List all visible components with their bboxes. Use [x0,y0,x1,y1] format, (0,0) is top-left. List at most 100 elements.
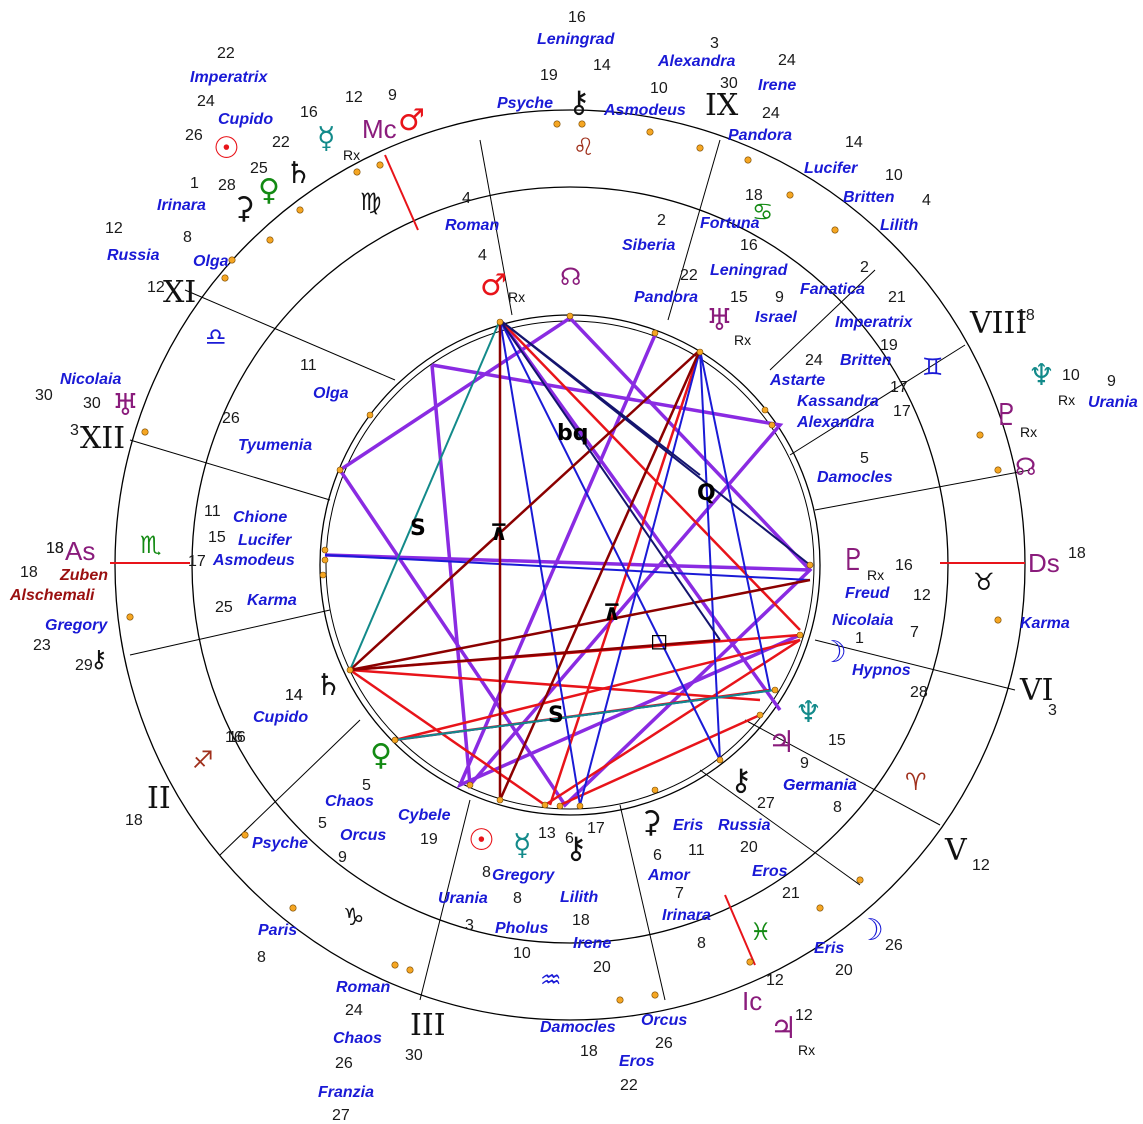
house-ii-deg: 18 [125,812,143,829]
ideg-14: 17 [893,403,911,420]
outer-label-lilith: Lilith [880,217,918,234]
venus-icon: ♀ [258,173,280,208]
cancer-glyph: ♋ [752,198,774,226]
ideg-22: 16 [895,557,913,574]
outer-label-britten: Britten [843,189,895,206]
ideg-42: 7 [675,885,684,902]
inner-label-israel: Israel [755,309,797,326]
deg-25: 30 [83,395,101,412]
inner-label-irinara: Irinara [662,907,711,924]
mercury-icon: ☿ [317,121,335,156]
deg-34: 8 [257,949,266,966]
zodiac-ring [191,186,949,944]
chiron-icon: ⚷ [568,85,590,120]
sagittarius-glyph: ♐ [192,746,214,774]
ideg-24: 7 [910,624,919,641]
ideg-40: 8 [513,890,522,907]
deg-9: 22 [217,45,235,62]
ceres-inner-icon: ⚳ [640,805,662,840]
ideg-2: 4 [478,247,487,264]
pluto-outer-icon: ♇ [993,398,1020,433]
inner-label-chaos: Chaos [325,793,374,810]
deg-38: 24 [345,1002,363,1019]
inner-label-hypnos: Hypnos [852,662,911,679]
ideg-11: 19 [880,337,898,354]
leo-glyph: ♌ [573,133,595,161]
ideg-12: 24 [805,352,823,369]
aspect-bq: bq [557,421,589,446]
ideg-31: 9 [338,849,347,866]
venus-inner-icon: ♀ [370,738,392,773]
dsc-label: Ds [1028,548,1060,578]
deg-33: 16 [228,729,246,746]
inner-label-russia: Russia [718,817,771,834]
deg-35: 26 [885,937,903,954]
uranus-icon: ♅ [706,303,733,338]
libra-glyph: ♎ [205,323,227,351]
outer-label-chaos: Chaos [333,1030,382,1047]
ideg-5: 16 [740,237,758,254]
ideg-16: 11 [300,357,317,374]
outer-label-asmodeus: Asmodeus [603,102,686,119]
inner-label-amor: Amor [647,867,691,884]
aspect-s1: S [410,516,426,541]
inner-label-astarte: Astarte [769,372,825,389]
deg-2: 3 [710,35,719,52]
house-viii-deg: 18 [1017,307,1035,324]
uranus-outer-icon: ♅ [112,388,139,423]
deg-31: 29 [75,657,93,674]
deg-22: 12 [105,220,123,237]
deg-17: 4 [922,192,931,209]
deg-13: 12 [345,89,363,106]
ideg-36: 6 [653,847,662,864]
deg-40: 27 [332,1107,350,1124]
inner-label-roman: Roman [445,217,499,234]
deg-39: 26 [335,1055,353,1072]
aspect-q: Q [697,481,716,506]
aquarius-glyph: ♒ [540,966,562,994]
rx-uranus: Rx [734,332,751,348]
ideg-8: 9 [775,289,784,306]
deg-43: 22 [620,1077,638,1094]
ideg-6: 22 [680,267,698,284]
deg-23: 8 [183,229,192,246]
inner-degree-numbers: 4 4 2 18 16 22 15 9 2 21 19 24 17 17 5 1… [188,187,931,976]
inner-label-eris: Eris [673,817,703,834]
deg-30: 23 [33,637,51,654]
ideg-47: 27 [757,795,775,812]
aries-glyph: ♈ [905,768,927,796]
ideg-49: 15 [828,732,846,749]
rx-pluto: Rx [867,567,884,583]
house-labels: XI 12 IX VIII 18 XII 3 VI 3 V 12 II 18 I… [70,88,1057,1064]
ideg-4: 18 [745,187,763,204]
ideg-7: 15 [730,289,748,306]
house-ix: IX [705,88,739,123]
inner-label-pholus: Pholus [495,920,548,937]
outer-label-alschemali: Alschemali [9,587,95,604]
sesquiquadrate-lines [349,320,811,801]
ideg-1: 4 [462,190,471,207]
moon-icon: ☽ [820,635,847,670]
house-v: V [944,833,968,868]
mc-label: Mc [362,114,397,144]
ideg-45: 10 [513,945,531,962]
chiron-left-icon: ⚷ [90,645,108,673]
aspect-s2: S [548,703,564,728]
quintile-lines [324,315,813,808]
rx-mercury: Rx [343,147,360,163]
inner-label-kassandra: Kassandra [797,393,879,410]
deg-26: 10 [1062,367,1080,384]
house-xii: XII [80,421,125,456]
inner-label-lilith: Lilith [560,889,598,906]
outer-label-franzia: Franzia [318,1084,374,1101]
ideg-33: 13 [538,825,556,842]
pluto-icon: ♇ [840,543,867,578]
outer-labels: Leningrad Alexandra Irene Psyche Asmodeu… [9,31,1138,1101]
deg-1: 16 [568,9,586,26]
deg-16: 10 [885,167,903,184]
outer-degree-numbers: 16 3 24 19 14 10 30 24 22 24 26 16 12 9 … [20,9,1116,1124]
neptune-outer-icon: ♆ [1028,358,1055,393]
ideg-38: 20 [740,839,758,856]
ideg-20: 17 [188,553,206,570]
ideg-43: 18 [572,912,590,929]
